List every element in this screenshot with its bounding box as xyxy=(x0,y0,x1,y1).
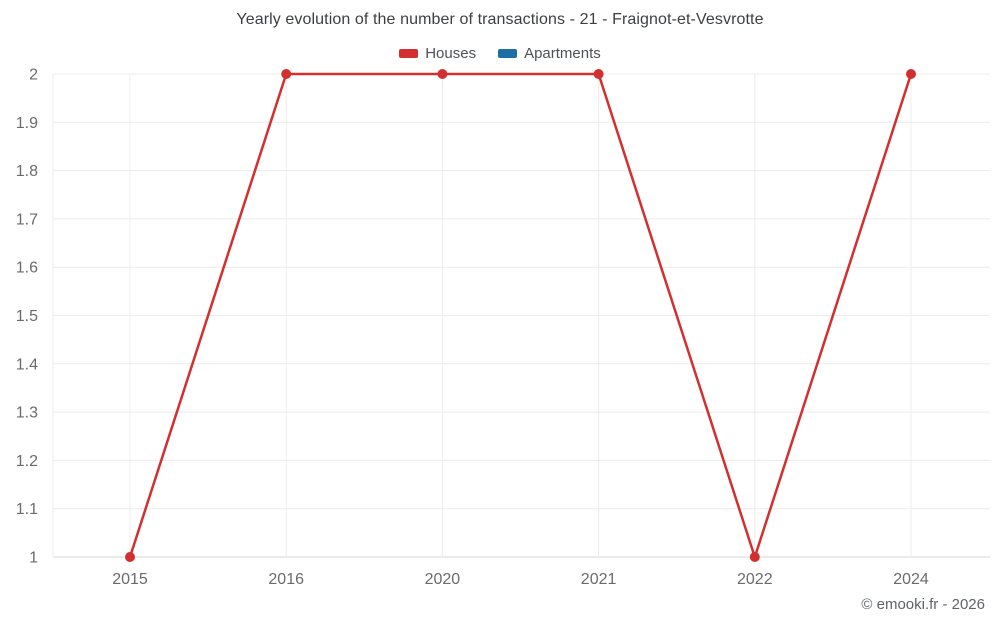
x-tick-label: 2020 xyxy=(425,571,461,588)
y-tick-label: 1.3 xyxy=(16,405,38,422)
data-point-houses-2016[interactable] xyxy=(281,69,292,79)
apartments-swatch-icon xyxy=(498,49,518,58)
series-line-houses[interactable] xyxy=(128,72,913,559)
y-tick-label: 1.1 xyxy=(16,501,38,518)
data-point-houses-2024[interactable] xyxy=(906,69,916,79)
x-tick-label: 2016 xyxy=(268,571,304,588)
y-tick-label: 1.8 xyxy=(16,163,38,180)
y-tick-label: 1.7 xyxy=(16,211,38,228)
houses-swatch-icon xyxy=(399,49,419,58)
y-tick-label: 1.6 xyxy=(16,260,38,277)
data-point-houses-2022[interactable] xyxy=(749,552,760,562)
y-tick-label: 1.4 xyxy=(16,356,38,373)
x-tick-label: 2021 xyxy=(581,571,617,588)
data-point-houses-2020[interactable] xyxy=(437,69,448,79)
x-tick-label: 2024 xyxy=(893,571,929,588)
legend-label-apartments: Apartments xyxy=(524,45,601,62)
y-tick-label: 1 xyxy=(29,550,38,567)
legend-item-apartments[interactable]: Apartments xyxy=(498,45,601,62)
data-point-houses-2021[interactable] xyxy=(593,69,604,79)
x-tick-label: 2015 xyxy=(112,571,148,588)
legend-label-houses: Houses xyxy=(425,45,477,62)
x-tick-label: 2022 xyxy=(737,571,773,588)
legend-item-houses[interactable]: Houses xyxy=(399,45,476,62)
chart-title: Yearly evolution of the number of transa… xyxy=(236,11,764,28)
y-tick-label: 1.2 xyxy=(16,453,38,470)
copyright-text: © emooki.fr - 2026 xyxy=(861,596,985,613)
data-point-houses-2015[interactable] xyxy=(125,552,135,562)
y-tick-label: 2 xyxy=(29,67,38,84)
y-tick-label: 1.9 xyxy=(16,115,38,132)
legend: Houses Apartments xyxy=(0,45,1000,62)
y-tick-label: 1.5 xyxy=(16,308,38,325)
